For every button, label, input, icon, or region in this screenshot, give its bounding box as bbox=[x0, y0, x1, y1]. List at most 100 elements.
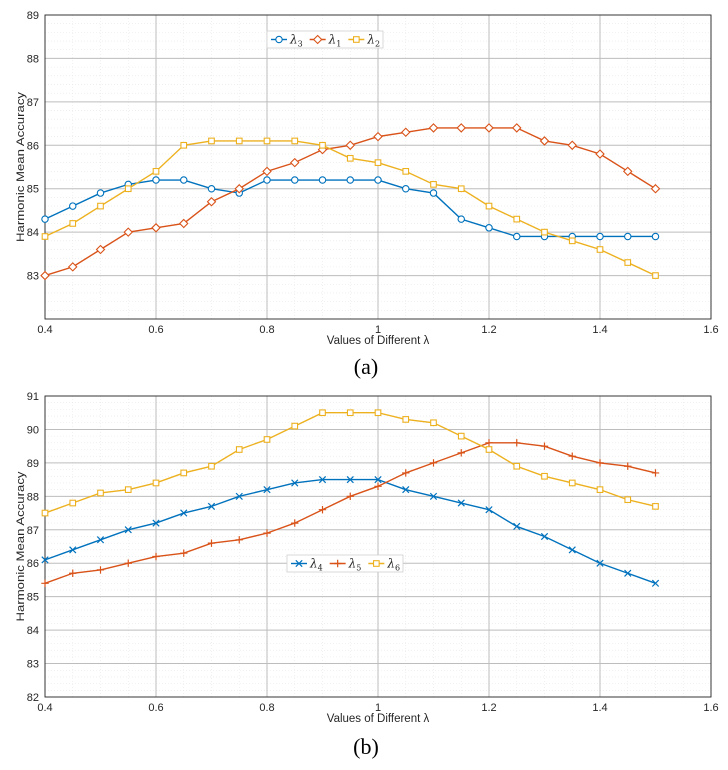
data-point bbox=[541, 228, 548, 236]
data-point bbox=[69, 569, 77, 577]
legend-subscript: 3 bbox=[298, 40, 303, 49]
data-point bbox=[263, 137, 271, 145]
legend-marker bbox=[352, 36, 360, 43]
data-point bbox=[69, 202, 77, 210]
y-tick-label: 88 bbox=[27, 491, 39, 503]
legend-subscript: 2 bbox=[375, 40, 380, 49]
y-tick-label: 90 bbox=[27, 424, 39, 436]
data-point bbox=[651, 579, 660, 587]
data-point bbox=[124, 559, 132, 567]
data-point bbox=[208, 137, 215, 145]
data-point bbox=[374, 176, 382, 184]
series-λ4 bbox=[41, 475, 660, 587]
data-point bbox=[402, 167, 410, 175]
x-tick-label: 0.6 bbox=[148, 324, 163, 336]
x-tick-label: 1.6 bbox=[703, 324, 718, 336]
data-point bbox=[41, 233, 49, 240]
data-point bbox=[180, 176, 188, 184]
x-tick-label: 1.2 bbox=[481, 324, 496, 336]
data-point bbox=[152, 552, 160, 561]
legend-subscript: 4 bbox=[318, 564, 323, 573]
data-point bbox=[291, 479, 299, 487]
legend-item-λ1: λ1 bbox=[309, 33, 341, 49]
x-axis-label: Values of Different λ bbox=[327, 335, 430, 347]
data-point bbox=[456, 123, 467, 133]
y-tick-label: 85 bbox=[27, 592, 39, 604]
y-tick-label: 82 bbox=[27, 692, 39, 704]
data-point bbox=[123, 227, 134, 237]
data-point bbox=[457, 215, 465, 223]
data-point bbox=[96, 566, 105, 574]
data-point bbox=[97, 489, 104, 497]
data-point bbox=[319, 141, 326, 149]
data-point bbox=[41, 509, 49, 517]
data-point bbox=[429, 492, 438, 500]
y-tick-label: 85 bbox=[27, 184, 39, 196]
data-point bbox=[485, 446, 493, 453]
data-point bbox=[624, 462, 632, 470]
legend-item-λ6: λ6 bbox=[368, 557, 400, 573]
data-point bbox=[151, 223, 161, 233]
legend-item-λ3: λ3 bbox=[271, 33, 303, 49]
x-tick-label: 0.4 bbox=[37, 324, 52, 336]
data-point bbox=[318, 475, 327, 484]
data-point bbox=[511, 123, 522, 133]
data-point bbox=[152, 167, 160, 175]
data-point bbox=[484, 123, 494, 133]
y-tick-label: 86 bbox=[27, 140, 39, 152]
data-point bbox=[346, 154, 354, 162]
data-point bbox=[124, 526, 132, 534]
data-point bbox=[596, 232, 604, 241]
data-point bbox=[262, 166, 272, 177]
legend-symbol: λ bbox=[328, 33, 337, 47]
x-tick-label: 1 bbox=[375, 702, 381, 714]
data-point bbox=[652, 503, 659, 510]
major-grid bbox=[44, 14, 712, 319]
data-point bbox=[345, 140, 356, 151]
data-point bbox=[541, 472, 548, 480]
data-point bbox=[235, 492, 243, 500]
data-point bbox=[485, 439, 493, 447]
data-point bbox=[622, 166, 633, 177]
legend-marker bbox=[333, 559, 342, 568]
x-axis-label: Values of Different λ bbox=[327, 713, 430, 725]
data-point bbox=[624, 496, 632, 504]
data-point bbox=[513, 215, 521, 223]
major-grid bbox=[44, 395, 712, 698]
x-tick-label: 1.4 bbox=[592, 702, 607, 714]
legend: λ4 λ5 λ6 bbox=[286, 554, 404, 573]
data-point bbox=[69, 499, 77, 507]
data-point bbox=[67, 262, 78, 272]
data-point bbox=[97, 202, 104, 210]
data-point bbox=[429, 459, 438, 467]
data-point bbox=[152, 479, 160, 487]
data-point bbox=[651, 469, 660, 477]
data-point bbox=[568, 479, 576, 487]
legend-marker bbox=[275, 35, 283, 44]
data-point bbox=[457, 185, 465, 193]
data-point bbox=[651, 232, 660, 241]
data-point bbox=[41, 556, 49, 564]
data-point bbox=[513, 439, 521, 447]
data-point bbox=[485, 224, 493, 232]
data-point bbox=[235, 446, 243, 453]
data-point bbox=[430, 419, 437, 427]
y-tick-label: 89 bbox=[27, 10, 39, 22]
legend: λ3 λ1 λ2 bbox=[266, 30, 384, 49]
data-point bbox=[234, 183, 245, 194]
data-point bbox=[346, 492, 354, 501]
data-point bbox=[624, 259, 632, 266]
data-point bbox=[290, 176, 299, 184]
y-axis-label: Harmonic Mean Accuracy bbox=[15, 91, 27, 242]
data-point bbox=[124, 185, 132, 193]
series-λ5 bbox=[41, 439, 660, 587]
data-point bbox=[457, 449, 465, 457]
y-tick-label: 87 bbox=[27, 97, 39, 109]
y-tick-label: 91 bbox=[27, 391, 39, 403]
figure-caption: (a) bbox=[354, 354, 378, 379]
data-point bbox=[374, 475, 382, 484]
legend-label: λ2 bbox=[366, 33, 380, 49]
data-point bbox=[291, 422, 299, 430]
data-point bbox=[596, 459, 604, 467]
